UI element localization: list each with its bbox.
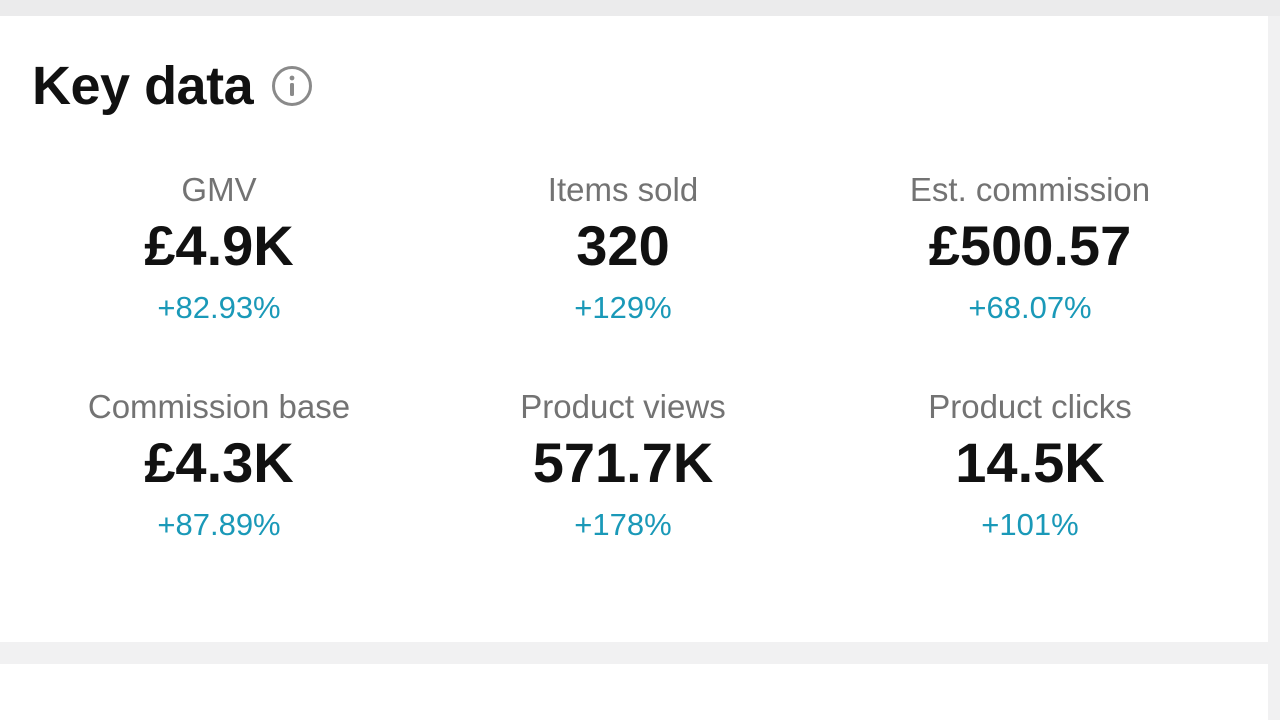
metric-gmv[interactable]: GMV £4.9K +82.93% (9, 170, 429, 328)
metric-change: +178% (574, 507, 672, 542)
info-icon[interactable] (271, 65, 313, 107)
metric-change: +68.07% (968, 290, 1092, 325)
metric-commission-base[interactable]: Commission base £4.3K +87.89% (9, 387, 429, 545)
metric-value: £4.3K (144, 431, 294, 494)
top-separator (0, 0, 1280, 16)
metric-est-commission[interactable]: Est. commission £500.57 +68.07% (820, 170, 1240, 328)
metric-change: +129% (574, 290, 672, 325)
metric-value: 571.7K (532, 431, 714, 494)
card-header: Key data (32, 54, 313, 118)
metric-label: Est. commission (909, 171, 1151, 208)
metric-value: £500.57 (928, 214, 1132, 277)
metric-label: GMV (181, 171, 257, 208)
metric-label: Items sold (547, 171, 699, 208)
metric-value: 14.5K (955, 431, 1105, 494)
card-title: Key data (32, 56, 254, 116)
next-section-card (0, 664, 1268, 720)
metric-product-clicks[interactable]: Product clicks 14.5K +101% (820, 387, 1240, 545)
metric-label: Product views (520, 388, 726, 425)
metric-label: Commission base (87, 388, 351, 425)
metric-change: +82.93% (157, 290, 281, 325)
metric-product-views[interactable]: Product views 571.7K +178% (413, 387, 833, 545)
metric-change: +101% (981, 507, 1079, 542)
metric-value: £4.9K (144, 214, 294, 277)
metric-items-sold[interactable]: Items sold 320 +129% (413, 170, 833, 328)
metric-label: Product clicks (928, 388, 1132, 425)
metric-change: +87.89% (157, 507, 281, 542)
metric-value: 320 (576, 214, 670, 277)
key-data-card: Key data GMV £4.9K +82.93% Items sold 32… (0, 16, 1268, 642)
